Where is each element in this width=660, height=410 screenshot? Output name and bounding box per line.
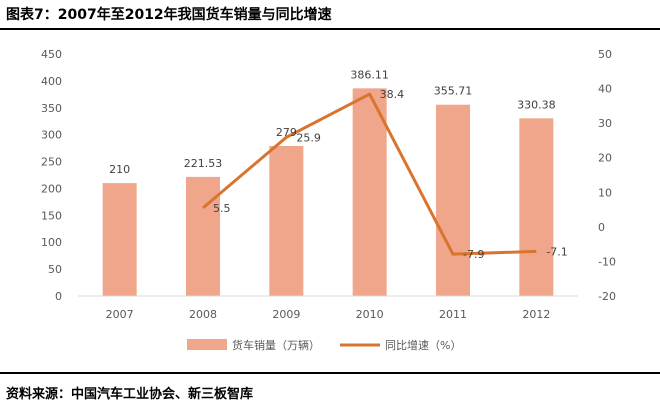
x-tick-label: 2007 [106, 308, 134, 321]
y-left-tick-label: 300 [41, 129, 62, 142]
source-rule [0, 372, 660, 374]
chart-title: 图表7：2007年至2012年我国货车销量与同比增速 [6, 7, 332, 23]
bar [352, 88, 387, 297]
y-right-tick-label: 30 [598, 117, 612, 130]
growth-line [202, 92, 537, 256]
y-left-tick-label: 50 [48, 263, 62, 276]
y-right-tick-label: 0 [598, 221, 605, 234]
bar-data-label: 221.53 [184, 157, 223, 170]
y-left-tick-label: 250 [41, 156, 62, 169]
line-data-label: 38.4 [380, 88, 405, 101]
line-data-label: -7.9 [463, 248, 484, 261]
combo-chart: 0 50 100 150 200 250 300 350 400 450 -20 -10 0 10 20 30… [41, 48, 616, 352]
legend-label-bar: 货车销量（万辆） [232, 338, 320, 352]
y-left-tick-label: 0 [55, 290, 62, 303]
y-right-tick-label: 50 [598, 48, 612, 61]
line-data-label: -7.1 [546, 245, 567, 258]
bar-data-label: 330.38 [517, 98, 556, 111]
bar [102, 183, 137, 296]
bar-data-label: 279 [276, 126, 297, 139]
line-data-label: 5.5 [213, 202, 231, 215]
legend-label-line: 同比增速（%） [385, 338, 461, 352]
x-tick-label: 2009 [272, 308, 300, 321]
y-left-tick-label: 350 [41, 102, 62, 115]
x-tick-label: 2008 [189, 308, 217, 321]
x-tick-label: 2012 [522, 308, 550, 321]
y-right-tick-label: -20 [598, 290, 616, 303]
y-left-tick-label: 400 [41, 75, 62, 88]
y-right-tick-label: 40 [598, 83, 612, 96]
y-left-tick-label: 200 [41, 182, 62, 195]
y-right-tick-label: 20 [598, 152, 612, 165]
y-left-tick-label: 450 [41, 48, 62, 61]
source-note: 资料来源：中国汽车工业协会、新三板智库 [6, 387, 254, 402]
bar-data-label: 355.71 [434, 85, 473, 98]
bar-data-label: 386.11 [350, 68, 389, 81]
x-tick-label: 2010 [356, 308, 384, 321]
bar-data-label: 210 [109, 163, 130, 176]
bar [436, 104, 470, 297]
bar [186, 176, 220, 296]
y-right-tick-label: -10 [598, 255, 616, 268]
title-rule [0, 28, 660, 30]
y-left-tick-label: 100 [41, 236, 62, 249]
bar [269, 145, 304, 296]
y-right-tick-label: 10 [598, 186, 612, 199]
x-tick-label: 2011 [439, 308, 467, 321]
line-data-label: 25.9 [296, 131, 321, 144]
bar [519, 118, 554, 296]
y-left-tick-label: 150 [41, 209, 62, 222]
legend-swatch-bar [187, 339, 227, 350]
